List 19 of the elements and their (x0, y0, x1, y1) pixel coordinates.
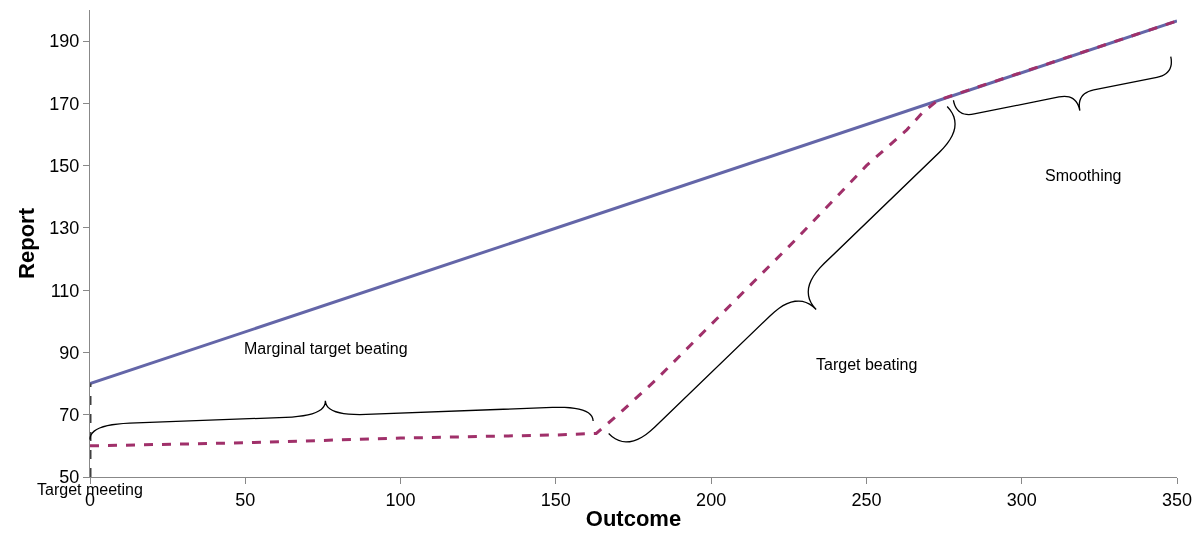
y-axis-title: Report (14, 207, 40, 279)
y-tick-label: 170 (49, 93, 80, 114)
y-tick-label: 90 (59, 342, 80, 363)
x-tick-label: 350 (1161, 489, 1193, 510)
annotation: Smoothing (1045, 167, 1122, 184)
y-tick-label: 150 (49, 155, 80, 176)
y-tick-label: 70 (59, 405, 80, 426)
x-tick-label: 250 (851, 489, 882, 510)
annotation: Marginal target beating (244, 340, 408, 357)
y-tick-label: 130 (49, 218, 80, 239)
x-tick-label: 150 (540, 489, 571, 510)
y-tick-label: 190 (49, 31, 80, 52)
x-tick-label: 200 (696, 489, 727, 510)
x-tick-label: 50 (235, 489, 256, 510)
x-axis-title: Outcome (585, 506, 682, 532)
y-tick-label: 110 (50, 280, 80, 301)
x-tick-label: 300 (1006, 489, 1037, 510)
annotation: Target beating (816, 356, 918, 373)
x-tick-label: 100 (385, 489, 416, 510)
